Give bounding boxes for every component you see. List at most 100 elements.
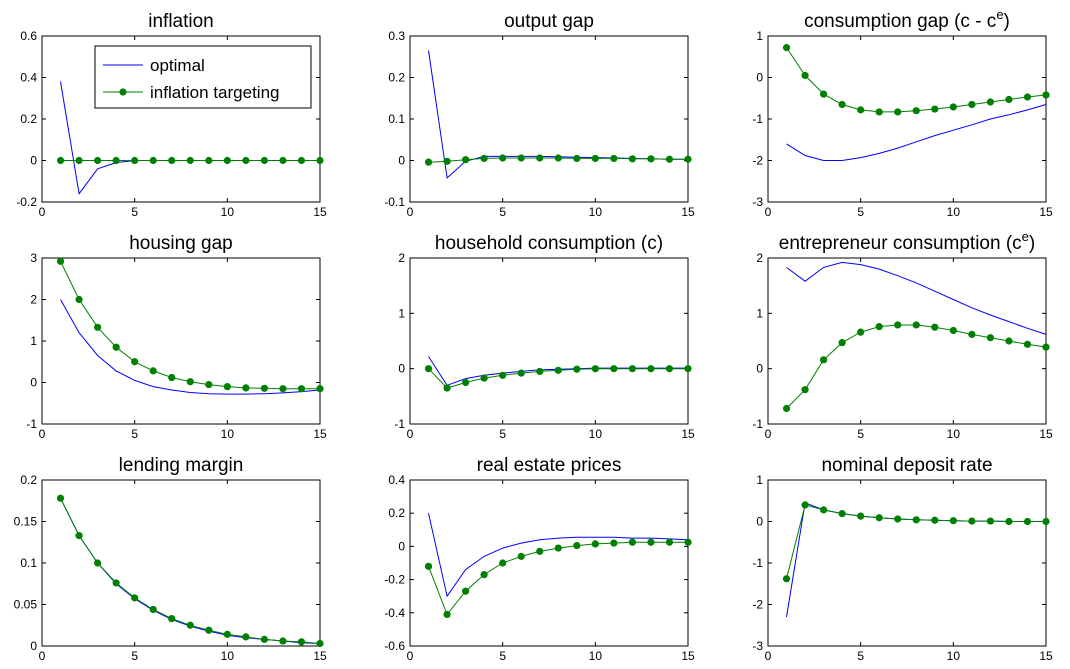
inflation-targeting-marker <box>684 365 692 373</box>
inflation-targeting-marker <box>149 605 157 614</box>
inflation-targeting-marker <box>573 154 581 163</box>
inflation-targeting-marker <box>94 323 102 331</box>
x-tick-label: 0 <box>39 205 46 219</box>
y-tick-label: 1 <box>756 29 763 43</box>
axes-box <box>41 479 321 647</box>
y-tick-label: 0.6 <box>20 29 37 43</box>
x-tick-label: 0 <box>765 427 772 441</box>
inflation-targeting-marker <box>536 367 544 376</box>
y-tick-label: -0.2 <box>16 195 37 209</box>
inflation-targeting-marker <box>131 594 139 602</box>
x-tick-label: 0 <box>39 649 46 663</box>
inflation-targeting-marker <box>554 154 562 162</box>
inflation-targeting-marker <box>1005 95 1013 104</box>
optimal-line <box>60 299 321 395</box>
inflation-targeting-marker <box>112 156 120 165</box>
x-tick-label: 5 <box>857 427 864 441</box>
inflation-targeting-marker <box>168 156 176 165</box>
inflation-targeting-marker <box>931 516 939 524</box>
subplot-3: consumption gap (c - ce) 0 5 10 15 -3 -2 -1 0 1 <box>752 7 1053 219</box>
subplot-title: lending margin <box>119 455 244 476</box>
inflation-targeting-marker <box>94 559 102 567</box>
y-tick-label: 0 <box>398 154 405 168</box>
inflation-targeting-marker <box>820 90 828 98</box>
inflation-targeting-marker <box>931 105 939 113</box>
inflation-targeting-marker <box>56 257 65 265</box>
inflation-targeting-marker <box>168 373 176 382</box>
x-tick-label: 0 <box>407 427 414 441</box>
y-tick-label: 0 <box>756 71 763 85</box>
inflation-targeting-marker <box>1023 340 1032 348</box>
y-tick-label: 0.2 <box>388 506 405 520</box>
inflation-targeting-marker <box>968 100 976 109</box>
y-tick-label: 2 <box>756 251 763 265</box>
y-tick-label: -1 <box>394 417 405 431</box>
inflation-targeting-marker <box>424 158 433 166</box>
inflation-targeting-marker <box>499 559 507 567</box>
inflation-targeting-marker <box>480 154 488 163</box>
subplot-title: household consumption (c) <box>435 233 663 254</box>
inflation-targeting-marker <box>223 156 231 165</box>
inflation-targeting-marker <box>949 517 957 525</box>
inflation-targeting-marker <box>894 321 902 329</box>
y-tick-label: 0 <box>30 154 37 168</box>
subplot-8: real estate prices 0 5 10 15 -0.6 -0.4 -0.2 0 0.2… <box>384 455 695 663</box>
inflation-targeting-marker <box>186 621 194 629</box>
inflation-targeting-marker <box>838 510 846 518</box>
x-tick-label: 15 <box>681 205 695 219</box>
inflation-targeting-marker <box>986 334 995 342</box>
inflation-targeting-marker <box>499 371 507 379</box>
inflation-targeting-marker <box>462 156 470 164</box>
subplot-title: housing gap <box>129 233 233 254</box>
subplot-title: consumption gap (c - ce) <box>804 7 1010 32</box>
inflation-targeting-marker <box>857 106 865 114</box>
y-tick-label: 0 <box>398 539 405 553</box>
inflation-targeting-marker <box>573 541 581 550</box>
y-tick-label: 0.2 <box>20 112 37 126</box>
inflation-targeting-marker <box>1042 91 1050 99</box>
y-tick-label: 0 <box>30 376 37 390</box>
inflation-targeting-marker <box>260 635 268 643</box>
inflation-targeting-marker <box>782 44 791 52</box>
subplot-title: entrepreneur consumption (ce) <box>779 229 1035 254</box>
inflation-targeting-marker <box>517 154 525 162</box>
y-tick-label: -2 <box>752 154 763 168</box>
axes-box <box>409 35 689 203</box>
inflation-targeting-marker <box>912 516 920 524</box>
x-tick-label: 5 <box>499 427 506 441</box>
inflation-targeting-marker <box>1005 517 1013 526</box>
y-tick-label: -3 <box>752 195 763 209</box>
inflation-targeting-marker <box>168 615 176 623</box>
inflation-targeting-marker <box>820 506 828 514</box>
axes-box <box>409 479 689 647</box>
inflation-targeting-marker <box>223 383 231 391</box>
inflation-targeting-marker <box>1023 517 1032 526</box>
inflation-targeting-marker <box>517 369 525 377</box>
inflation-targeting-marker <box>186 378 194 386</box>
inflation-targeting-marker <box>205 156 213 165</box>
legend-label: optimal <box>150 56 205 75</box>
inflation-targeting-marker <box>131 358 139 366</box>
inflation-targeting-marker <box>443 157 451 165</box>
inflation-targeting-marker <box>801 501 809 509</box>
y-tick-label: 0 <box>398 362 405 376</box>
inflation-targeting-marker <box>554 366 562 374</box>
optimal-line <box>786 104 1047 161</box>
y-tick-label: -3 <box>752 639 763 653</box>
axes-box <box>41 257 321 425</box>
subplot-title: real estate prices <box>477 455 622 476</box>
inflation-targeting-marker <box>628 538 637 546</box>
inflation-targeting-marker <box>684 155 692 163</box>
y-tick-label: 1 <box>756 473 763 487</box>
y-tick-label: 0 <box>30 639 37 653</box>
inflation-targeting-marker <box>894 515 902 523</box>
inflation-targeting-marker <box>838 100 846 109</box>
inflation-targeting-marker <box>517 552 525 560</box>
x-tick-label: 10 <box>947 205 961 219</box>
inflation-targeting-marker <box>75 295 83 304</box>
x-tick-label: 10 <box>589 649 603 663</box>
y-tick-label: -0.2 <box>384 573 405 587</box>
